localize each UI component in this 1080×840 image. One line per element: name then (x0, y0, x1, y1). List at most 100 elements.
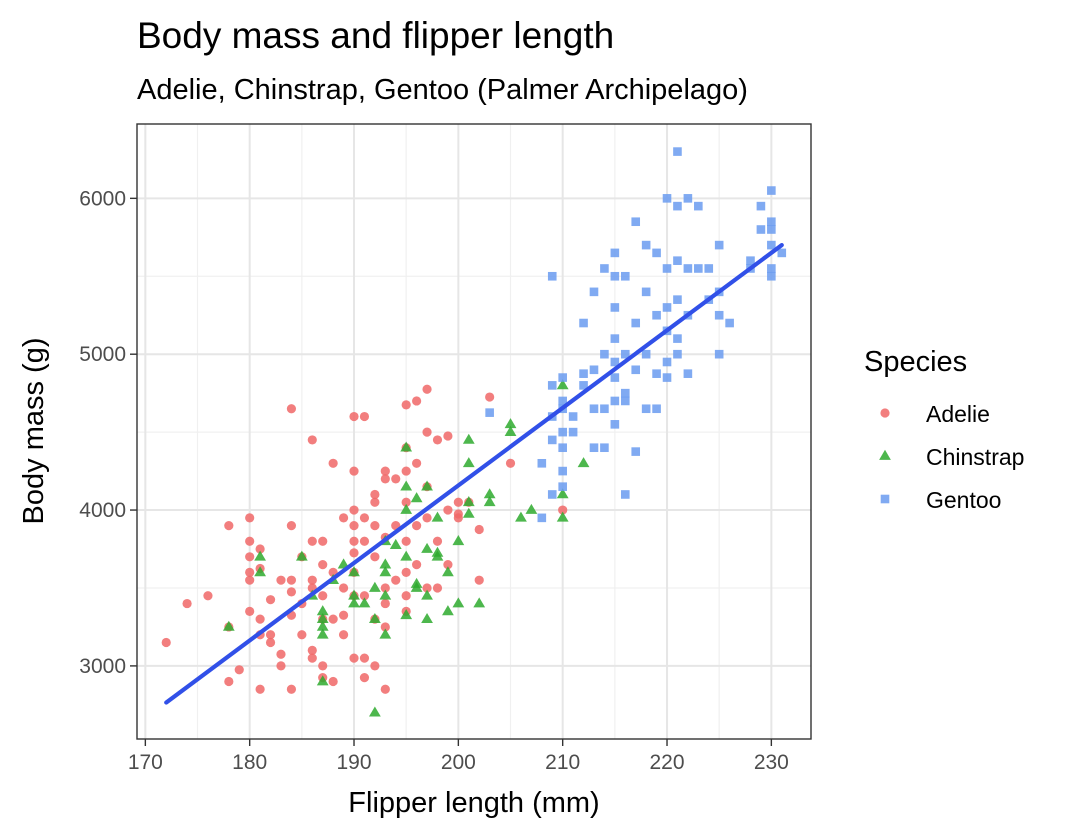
gentoo-point (610, 248, 620, 258)
adelie-point (422, 427, 432, 437)
adelie-point (286, 521, 297, 531)
adelie-point (370, 489, 380, 500)
chinstrap-point (222, 620, 235, 631)
adelie-point (182, 598, 192, 609)
chinstrap-point (379, 566, 392, 577)
adelie-point (338, 583, 349, 593)
chinstrap-point (556, 511, 569, 522)
chinstrap-point (316, 620, 329, 631)
adelie-point (245, 536, 255, 546)
gentoo-point (558, 482, 567, 491)
chinstrap-point (400, 609, 413, 620)
chinstrap-point (295, 550, 308, 561)
x-tick-label: 200 (441, 751, 476, 774)
gentoo-point (579, 318, 588, 328)
adelie-point (224, 521, 234, 531)
adelie-point (401, 400, 411, 410)
gentoo-point (662, 373, 672, 382)
adelie-point (453, 513, 463, 523)
chinstrap-point (316, 612, 329, 623)
chinstrap-point (462, 507, 475, 518)
chinstrap-point (504, 425, 517, 436)
y-tick-label: 4000 (79, 499, 126, 522)
chinstrap-point (316, 605, 329, 616)
adelie-point (380, 684, 390, 694)
legend-label: Gentoo (926, 487, 1001, 513)
gentoo-point (547, 271, 557, 281)
adelie-point (255, 684, 265, 694)
chinstrap-point (348, 566, 360, 577)
gentoo-point (673, 256, 682, 265)
legend: Species Adelie Chinstrap Gentoo (864, 346, 1024, 513)
chinstrap-point (348, 589, 360, 600)
gentoo-point (579, 369, 588, 378)
adelie-point (245, 606, 255, 616)
adelie-point (245, 552, 255, 562)
gentoo-point (714, 310, 724, 320)
adelie-point (328, 458, 338, 468)
adelie-point (245, 567, 255, 577)
adelie-point (380, 474, 390, 484)
gentoo-point (641, 349, 651, 359)
adelie-point (359, 591, 370, 601)
adelie-point (349, 536, 359, 546)
chinstrap-point (452, 535, 465, 546)
chinstrap-point (254, 566, 267, 577)
adelie-point (245, 575, 255, 585)
adelie-point (359, 653, 370, 663)
legend-item-chinstrap: Chinstrap (879, 444, 1024, 470)
gentoo-point (631, 365, 641, 375)
gentoo-point (620, 349, 630, 359)
adelie-point (338, 610, 349, 620)
adelie-point (161, 637, 171, 648)
chinstrap-point (483, 496, 496, 507)
gentoo-point (767, 225, 776, 234)
legend-key-chinstrap (879, 449, 891, 460)
chinstrap-point (462, 433, 475, 444)
adelie-point (286, 404, 297, 414)
chinstrap-point (358, 597, 371, 608)
gentoo-point (485, 408, 494, 417)
gentoo-point (662, 303, 672, 312)
chinstrap-point (410, 492, 423, 503)
adelie-point (255, 544, 265, 554)
gentoo-point (767, 217, 776, 227)
chinstrap-point (483, 488, 496, 499)
adelie-point (432, 583, 443, 593)
adelie-point (328, 676, 338, 687)
gentoo-point (652, 248, 661, 258)
y-tick-label: 5000 (79, 343, 126, 366)
gentoo-point (767, 186, 776, 195)
gentoo-point (652, 404, 661, 414)
legend-title: Species (864, 346, 967, 378)
y-axis: 3000 4000 5000 6000 (79, 187, 137, 678)
gentoo-point (600, 443, 609, 453)
adelie-point (224, 676, 234, 687)
adelie-point (318, 591, 328, 601)
gentoo-point (777, 248, 787, 258)
adelie-point (412, 559, 422, 570)
chinstrap-point (462, 496, 475, 507)
adelie-point (338, 513, 349, 523)
x-tick-label: 180 (232, 751, 267, 774)
gentoo-point (631, 217, 641, 227)
adelie-point (307, 653, 317, 663)
adelie-point (412, 521, 422, 531)
gentoo-point (620, 271, 630, 281)
legend-item-gentoo: Gentoo (880, 487, 1001, 513)
gentoo-point (756, 201, 766, 211)
gentoo-point (537, 458, 547, 468)
gentoo-point (610, 357, 620, 367)
chinstrap-point (400, 480, 413, 491)
plot-border (136, 123, 812, 740)
adelie-point (265, 630, 276, 640)
adelie-point (286, 587, 297, 597)
adelie-point (349, 521, 359, 531)
adelie-point (380, 622, 390, 632)
gentoo-point (641, 240, 651, 250)
adelie-point (318, 559, 328, 570)
adelie-point (359, 513, 370, 523)
chinstrap-point (389, 538, 402, 549)
adelie-point (505, 458, 516, 468)
adelie-point (380, 583, 390, 593)
